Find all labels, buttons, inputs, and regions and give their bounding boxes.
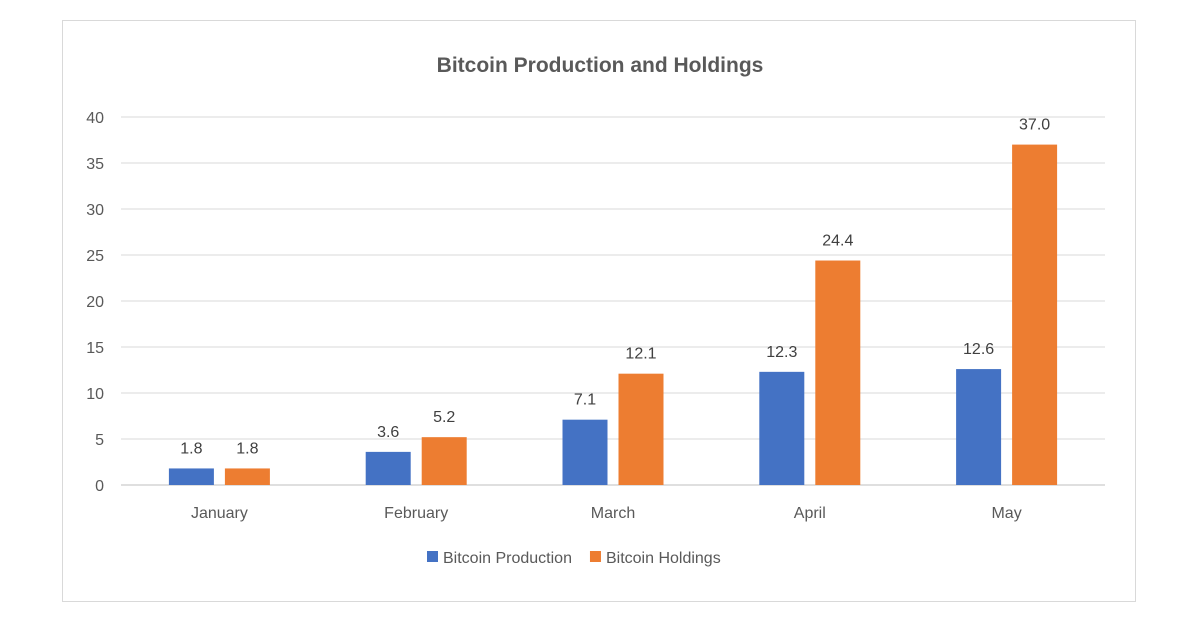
y-tick-label: 25 bbox=[86, 248, 104, 265]
legend: Bitcoin Production Bitcoin Holdings bbox=[427, 550, 721, 567]
legend-label: Bitcoin Holdings bbox=[606, 550, 721, 567]
y-tick-label: 0 bbox=[95, 478, 104, 495]
data-label: 12.1 bbox=[625, 346, 656, 363]
bar-bitcoin-production bbox=[365, 451, 411, 485]
y-tick-label: 30 bbox=[86, 202, 104, 219]
y-tick-label: 10 bbox=[86, 386, 104, 403]
x-tick-label: February bbox=[384, 505, 448, 522]
y-tick-label: 5 bbox=[95, 432, 104, 449]
bar-bitcoin-holdings bbox=[815, 260, 861, 485]
bar-bitcoin-holdings bbox=[421, 437, 467, 485]
chart-title: Bitcoin Production and Holdings bbox=[437, 54, 764, 77]
legend-label: Bitcoin Production bbox=[443, 550, 572, 567]
bar-bitcoin-holdings bbox=[1012, 144, 1058, 485]
data-label: 12.6 bbox=[963, 341, 994, 358]
x-tick-label: April bbox=[794, 505, 826, 522]
x-tick-label: May bbox=[991, 505, 1021, 522]
y-tick-label: 35 bbox=[86, 156, 104, 173]
bar-bitcoin-production bbox=[759, 371, 805, 485]
y-tick-label: 20 bbox=[86, 294, 104, 311]
bar-bitcoin-production bbox=[562, 419, 608, 485]
data-label: 7.1 bbox=[574, 392, 596, 409]
data-label: 37.0 bbox=[1019, 117, 1050, 134]
y-axis-ticks: 0 5 10 15 20 25 30 35 40 bbox=[86, 110, 104, 495]
bar-bitcoin-production bbox=[168, 468, 214, 485]
bar-bitcoin-holdings bbox=[618, 373, 664, 485]
legend-swatch bbox=[427, 551, 438, 562]
bar-bitcoin-production bbox=[956, 369, 1002, 485]
bars bbox=[168, 144, 1058, 485]
data-label: 12.3 bbox=[766, 344, 797, 361]
y-tick-label: 40 bbox=[86, 110, 104, 127]
x-tick-label: January bbox=[191, 505, 248, 522]
data-labels: 1.8 1.8 3.6 5.2 7.1 12.1 12.3 24.4 12.6 37.0 bbox=[180, 117, 1050, 458]
data-label: 1.8 bbox=[236, 440, 258, 457]
data-label: 24.4 bbox=[822, 233, 853, 250]
legend-swatch bbox=[589, 551, 601, 562]
x-axis-ticks: January February March April May bbox=[191, 505, 1022, 522]
data-label: 3.6 bbox=[377, 424, 399, 441]
gridlines bbox=[121, 116, 1105, 486]
y-tick-label: 15 bbox=[86, 340, 104, 357]
bar-bitcoin-holdings bbox=[224, 468, 270, 485]
data-label: 1.8 bbox=[180, 440, 202, 457]
data-label: 5.2 bbox=[433, 409, 455, 426]
x-tick-label: March bbox=[591, 505, 635, 522]
